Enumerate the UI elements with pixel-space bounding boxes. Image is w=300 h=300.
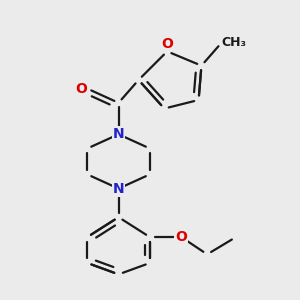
Text: N: N xyxy=(113,127,124,141)
Text: O: O xyxy=(176,230,188,244)
Text: N: N xyxy=(113,182,124,196)
Text: O: O xyxy=(161,38,173,51)
Text: CH₃: CH₃ xyxy=(221,36,247,49)
Text: O: O xyxy=(75,82,87,95)
